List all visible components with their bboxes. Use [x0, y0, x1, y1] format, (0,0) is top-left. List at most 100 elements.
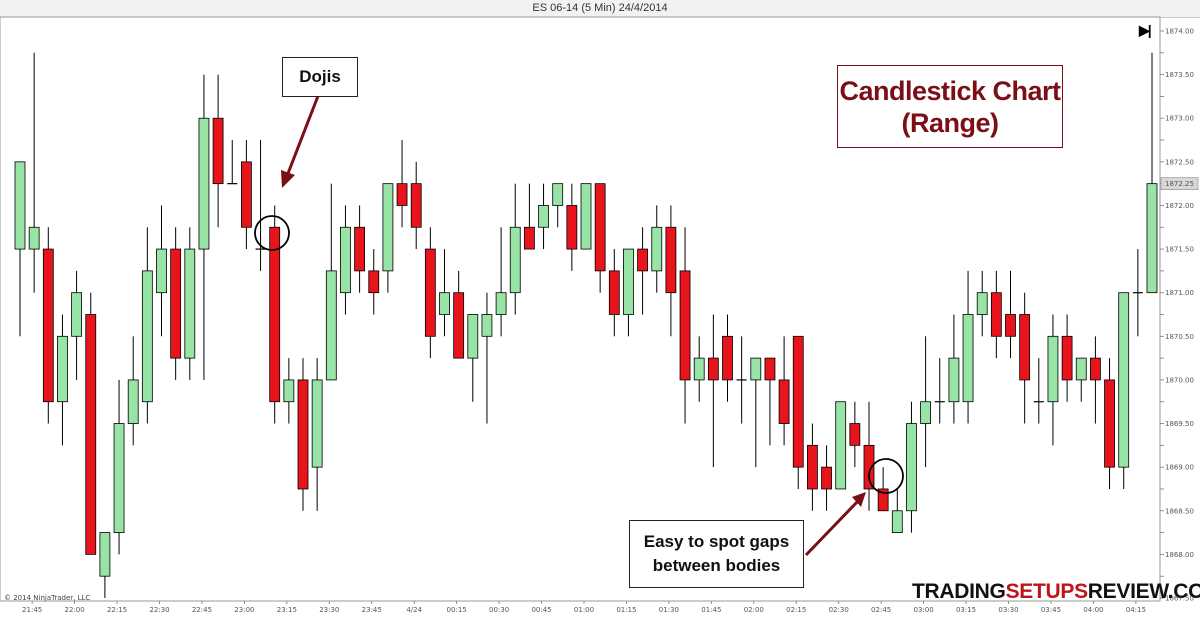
candle-up: [198, 117, 210, 250]
time-tick-label: 21:45: [22, 606, 42, 614]
candle-down: [524, 226, 535, 250]
price-tick-label: 1873.00: [1165, 115, 1194, 123]
candle-up: [481, 314, 493, 337]
candle-down: [807, 444, 818, 490]
site-watermark: TRADINGSETUPSREVIEW.COM: [912, 580, 1200, 604]
doji-highlight-circle: [254, 215, 290, 251]
candle-down: [849, 423, 861, 446]
watermark-part1: TRADING: [912, 580, 1006, 603]
candle-down: [566, 205, 578, 250]
price-tick-label: 1874.00: [1165, 28, 1194, 36]
time-tick-label: 23:00: [234, 606, 254, 614]
candle-up: [495, 292, 507, 315]
candle-down: [240, 161, 252, 228]
time-tick-label: 02:15: [786, 606, 806, 614]
chart-title-box: Candlestick Chart (Range): [837, 65, 1063, 148]
skip-to-end-icon[interactable]: ▶|: [1139, 22, 1152, 38]
candle-down: [1090, 357, 1101, 381]
candle-up: [1047, 335, 1059, 403]
candle-up: [580, 183, 592, 250]
watermark-part2: SETUPS: [1005, 580, 1089, 603]
last-price-label: 1872.25: [1165, 180, 1194, 188]
chart-title-line2: (Range): [901, 107, 1000, 138]
time-tick-label: 03:30: [998, 606, 1018, 614]
candle-down: [877, 488, 889, 512]
price-tick-label: 1869.00: [1165, 464, 1194, 472]
price-tick-label: 1872.00: [1165, 202, 1194, 210]
candle-up: [156, 248, 167, 294]
candle-down: [863, 444, 875, 490]
candle-up: [552, 183, 564, 206]
candle-up: [71, 292, 82, 337]
dojis-arrow-shaft: [285, 95, 320, 177]
gaps-label-line1: Easy to spot gaps: [643, 532, 790, 551]
time-tick-label: 01:30: [659, 606, 679, 614]
price-tick-label: 1871.00: [1165, 289, 1194, 297]
candle-up: [1146, 183, 1158, 294]
candle-up: [184, 248, 196, 359]
time-tick-label: 01:00: [574, 606, 594, 614]
candle-up: [750, 357, 762, 381]
candle-up: [693, 357, 705, 381]
gaps-callout: Easy to spot gaps between bodies: [629, 520, 804, 588]
price-axis: 1874.00 1873.50 1873.00 1872.50 1872.00 1871.…: [1160, 28, 1199, 603]
candle-down: [990, 292, 1002, 337]
copyright-notice: © 2014 NinjaTrader, LLC: [4, 594, 91, 602]
dojis-callout: Dojis: [282, 57, 358, 97]
candle-up: [467, 314, 479, 359]
candle-down: [1061, 335, 1073, 381]
price-tick-label: 1868.50: [1165, 507, 1194, 515]
price-tick-label: 1868.00: [1165, 551, 1194, 559]
candle-up: [948, 357, 960, 403]
candle-up: [906, 423, 917, 512]
candle-up: [1118, 292, 1130, 468]
candle-down: [1019, 314, 1031, 381]
candle-up: [99, 532, 111, 577]
candle-up: [382, 183, 394, 272]
candle-up: [325, 270, 337, 381]
time-tick-label: 03:15: [956, 606, 976, 614]
time-tick-label: 22:45: [192, 606, 212, 614]
time-tick-label: 00:30: [489, 606, 509, 614]
time-tick-label: 04:15: [1126, 606, 1146, 614]
candle-up: [509, 226, 521, 294]
candle-up: [538, 205, 549, 228]
price-tick-label: 1867.50: [1165, 595, 1194, 603]
candle-up: [976, 292, 988, 315]
time-tick-label: 02:45: [871, 606, 891, 614]
dojis-arrow-head: [281, 170, 295, 188]
candle-up: [920, 401, 931, 424]
time-tick-label: 03:45: [1041, 606, 1061, 614]
candle-down: [212, 117, 224, 185]
time-tick-label: 02:30: [829, 606, 849, 614]
candle-down: [297, 379, 309, 490]
gaps-arrow-head: [852, 492, 866, 507]
candle-up: [311, 379, 323, 468]
price-tick-label: 1872.50: [1165, 158, 1194, 166]
time-axis: 21:45 22:00 22:15 22:30 22:45 23:00 23:15 23:30…: [22, 601, 1146, 614]
time-tick-label: 22:30: [149, 606, 169, 614]
candle-up: [141, 270, 153, 403]
candle-up: [283, 379, 295, 403]
candle-down: [707, 357, 719, 381]
price-tick-label: 1873.50: [1165, 71, 1194, 79]
candle-up: [28, 226, 40, 250]
time-tick-label: 02:00: [744, 606, 764, 614]
last-price-marker: [1160, 177, 1199, 190]
candle-down: [410, 183, 422, 228]
candle-down: [778, 379, 790, 424]
candle-up: [113, 423, 125, 533]
time-tick-label: 23:30: [319, 606, 339, 614]
candle-down: [637, 248, 648, 272]
candle-up: [651, 226, 663, 272]
candle-up: [127, 379, 139, 424]
candle-down: [594, 183, 606, 272]
candle-down: [453, 292, 465, 359]
gaps-arrow-shaft: [804, 499, 860, 557]
candle-down: [1005, 314, 1016, 337]
candle-down: [608, 270, 620, 315]
candle-down: [424, 248, 436, 337]
gap-highlight-circle: [868, 458, 904, 494]
time-tick-label: 01:45: [701, 606, 721, 614]
